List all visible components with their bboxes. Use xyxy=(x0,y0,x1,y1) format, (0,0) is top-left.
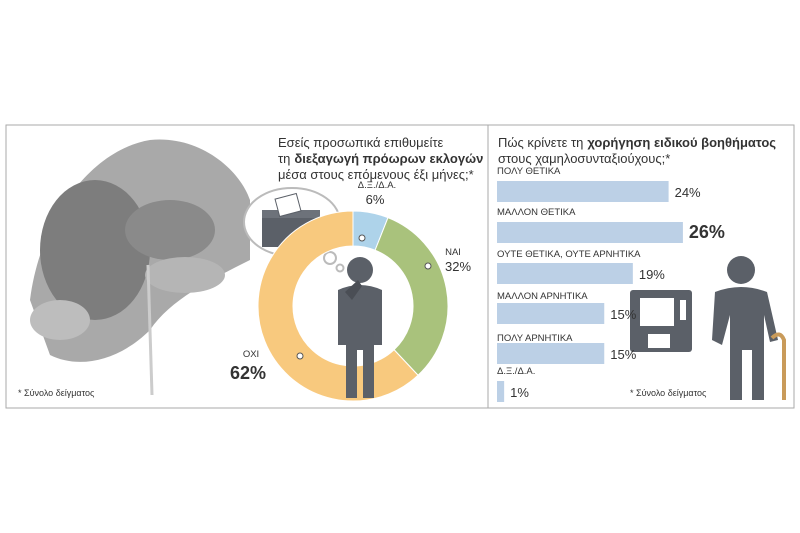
value-label: 24% xyxy=(675,185,701,200)
category-label: ΟΥΤΕ ΘΕΤΙΚΑ, ΟΥΤΕ ΑΡΝΗΤΙΚΑ xyxy=(497,249,641,260)
elderly-man xyxy=(712,256,786,400)
title-line: Πώς κρίνετε τη xyxy=(498,135,583,150)
ballot-bubble xyxy=(243,187,345,273)
title-bold: χορήγηση ειδικού βοηθήματος xyxy=(587,135,776,150)
donut-segment xyxy=(374,217,449,376)
atm-icon xyxy=(630,290,692,352)
segment-value: 62% xyxy=(230,363,266,383)
footnote: * Σύνολο δείγματος xyxy=(630,388,707,398)
title-bold: διεξαγωγή πρόωρων εκλογών xyxy=(294,151,483,166)
bar xyxy=(497,343,605,364)
bar xyxy=(497,303,605,324)
value-label: 15% xyxy=(610,347,636,362)
hands-photo xyxy=(30,139,250,396)
category-label: ΠΟΛΥ ΑΡΝΗΤΙΚΑ xyxy=(497,333,573,344)
title-line: Εσείς προσωπικά επιθυμείτε xyxy=(278,135,443,150)
chart-title: Εσείς προσωπικά επιθυμείτε τη διεξαγωγή πρ… xyxy=(278,135,483,182)
label-dot xyxy=(424,262,432,270)
frame xyxy=(5,124,795,409)
label-dot xyxy=(296,352,304,360)
segment-value: 32% xyxy=(445,259,471,274)
chart-title: Πώς κρίνετε τη χορήγηση ειδικού βοηθήματο… xyxy=(498,135,776,166)
value-label: 1% xyxy=(510,385,529,400)
bar xyxy=(497,181,669,202)
bar xyxy=(497,381,505,402)
value-label: 19% xyxy=(639,267,665,282)
bar xyxy=(497,222,683,243)
title-line: τη xyxy=(278,151,290,166)
title-line: στους χαμηλοσυνταξιούχους;* xyxy=(498,151,670,166)
segment-value: 6% xyxy=(366,192,385,207)
category-label: ΜΑΛΛΟΝ ΑΡΝΗΤΙΚΑ xyxy=(497,291,588,302)
segment-label: ΝΑΙ xyxy=(445,247,461,258)
thinking-person xyxy=(338,257,382,398)
value-label: 15% xyxy=(610,307,636,322)
category-label: ΜΑΛΛΟΝ ΘΕΤΙΚΑ xyxy=(497,207,576,218)
segment-label: ΟΧΙ xyxy=(243,349,259,360)
category-label: Δ.Ξ./Δ.Α. xyxy=(497,366,535,377)
title-line: μέσα στους επόμενους έξι μήνες;* xyxy=(278,167,474,182)
category-label: ΠΟΛΥ ΘΕΤΙΚΑ xyxy=(497,166,561,177)
footnote: * Σύνολο δείγματος xyxy=(18,388,95,398)
label-dot xyxy=(358,234,366,242)
bar-chart: ΠΟΛΥ ΘΕΤΙΚΑ 24% ΜΑΛΛΟΝ ΘΕΤΙΚΑ 26% ΟΥΤΕ ΘΕΤΙΚ… xyxy=(497,166,725,402)
segment-label: Δ.Ξ./Δ.Α. xyxy=(358,180,396,191)
value-label: 26% xyxy=(689,222,725,242)
bar xyxy=(497,263,633,284)
